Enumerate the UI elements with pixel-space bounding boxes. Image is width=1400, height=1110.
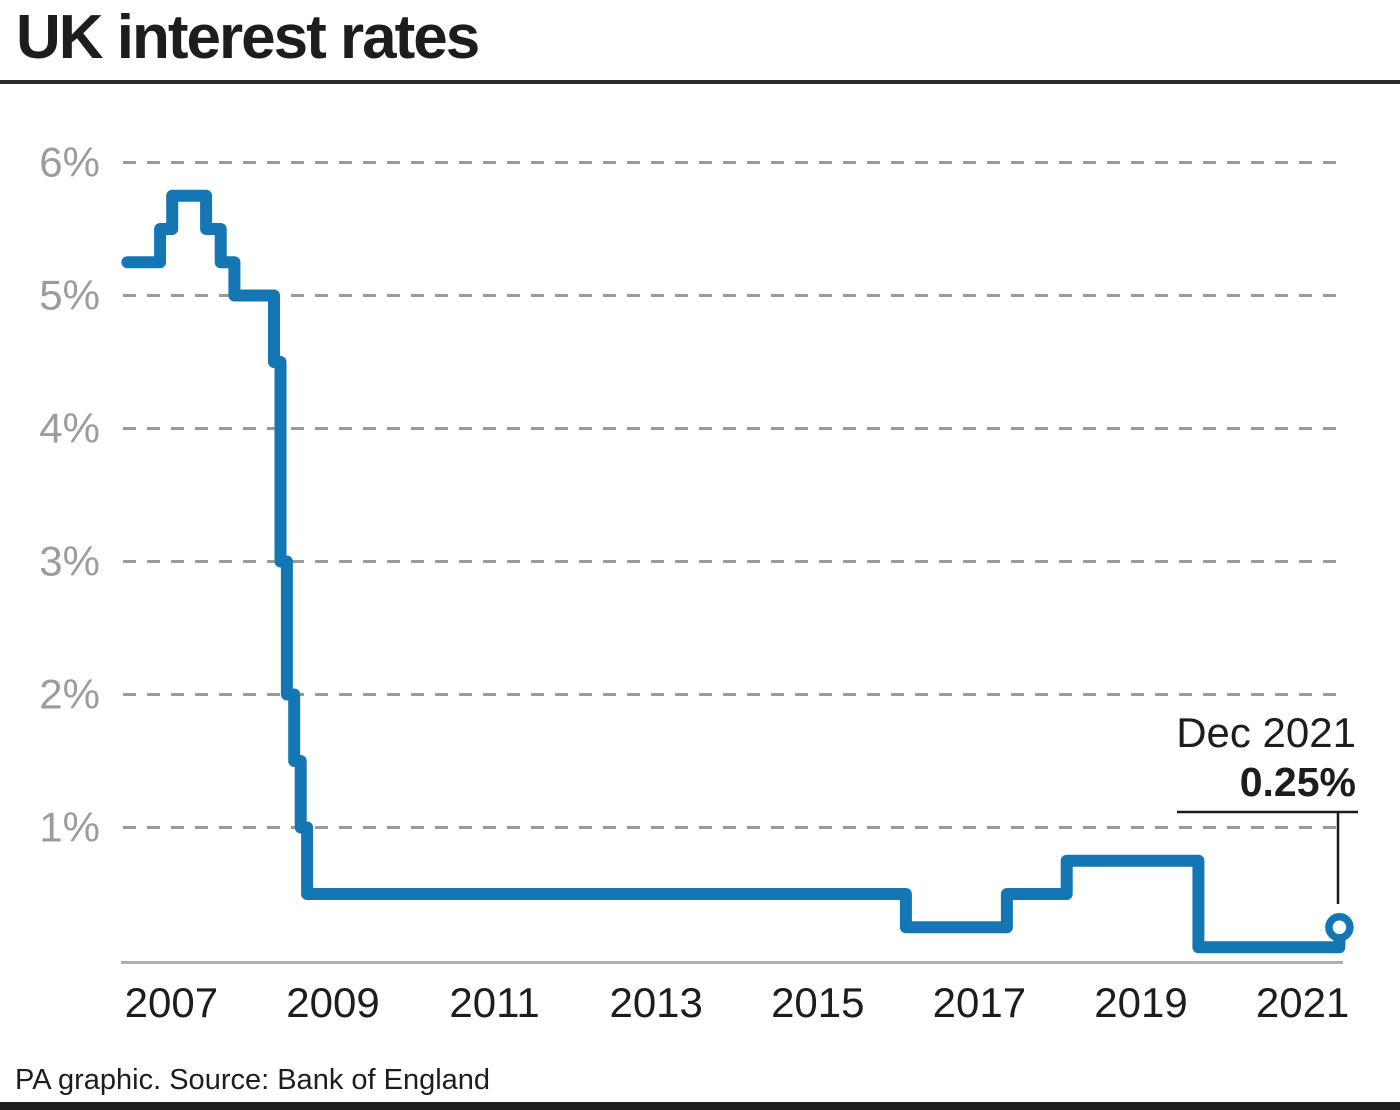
end-marker [1325,913,1354,942]
annotation-date: Dec 2021 [1176,709,1356,756]
rate-line [121,189,1346,954]
x-tick-label: 2019 [1094,979,1187,1026]
x-tick-label: 2021 [1256,979,1349,1026]
y-tick-label: 4% [39,405,100,452]
gridlines-layer [123,161,1341,829]
x-tick-label: 2011 [449,979,539,1026]
x-tick-label: 2007 [125,979,218,1026]
end-marker-layer [1325,913,1354,942]
y-tick-label: 1% [39,804,100,851]
x-tick-label: 2009 [286,979,379,1026]
y-tick-label: 5% [39,272,100,319]
axis-layer: 6% 5% 4% 3% 2% 1% 2007 2009 2011 2013 2015 2017 2019… [39,139,1349,1027]
source-credit: PA graphic. Source: Bank of England [15,1064,491,1096]
x-tick-label: 2015 [771,979,864,1026]
x-tick-label: 2017 [933,979,1026,1026]
annotation-group: Dec 2021 0.25% [1176,709,1358,904]
page-title: UK interest rates [16,3,480,72]
title-divider [0,80,1400,84]
series-layer [121,189,1346,954]
footer-bar [0,1102,1400,1110]
x-tick-label: 2013 [609,979,702,1026]
y-tick-label: 3% [39,538,100,585]
y-tick-label: 2% [39,671,100,718]
y-tick-label: 6% [39,139,100,186]
annotation-value: 0.25% [1240,759,1356,805]
